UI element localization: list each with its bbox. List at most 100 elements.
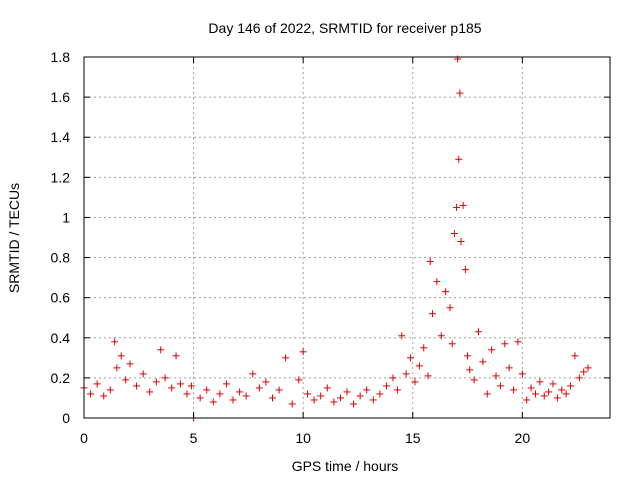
data-point bbox=[510, 386, 518, 394]
data-point bbox=[87, 390, 95, 398]
data-point bbox=[545, 388, 553, 396]
data-point bbox=[437, 332, 445, 340]
data-point bbox=[505, 364, 513, 372]
data-point bbox=[183, 390, 191, 398]
data-point bbox=[571, 352, 579, 360]
data-point bbox=[580, 368, 588, 376]
data-point bbox=[453, 203, 461, 211]
y-axis-label: SRMTID / TECUs bbox=[6, 183, 22, 293]
y-tick-label: 1.8 bbox=[51, 49, 71, 65]
data-point bbox=[466, 366, 474, 374]
data-point bbox=[426, 258, 434, 266]
data-point bbox=[575, 374, 583, 382]
data-point bbox=[262, 378, 270, 386]
data-point bbox=[523, 396, 531, 404]
data-point bbox=[376, 390, 384, 398]
data-point bbox=[275, 386, 283, 394]
data-point bbox=[255, 384, 263, 392]
data-point bbox=[448, 340, 456, 348]
data-point bbox=[455, 155, 463, 163]
data-point bbox=[176, 380, 184, 388]
data-point bbox=[111, 338, 119, 346]
data-point bbox=[172, 352, 180, 360]
data-point bbox=[249, 370, 257, 378]
data-point bbox=[168, 384, 176, 392]
data-point bbox=[461, 266, 469, 274]
data-point bbox=[330, 398, 338, 406]
data-point bbox=[117, 352, 125, 360]
data-point bbox=[93, 380, 101, 388]
data-point bbox=[536, 378, 544, 386]
data-point bbox=[549, 380, 557, 388]
grid-lines bbox=[84, 57, 610, 418]
data-point bbox=[106, 386, 114, 394]
data-point bbox=[456, 89, 464, 97]
data-point bbox=[317, 392, 325, 400]
x-tick-label: 10 bbox=[295, 430, 311, 446]
data-point bbox=[122, 376, 130, 384]
data-point bbox=[268, 394, 276, 402]
data-point bbox=[133, 382, 141, 390]
data-point bbox=[196, 394, 204, 402]
data-point bbox=[514, 338, 522, 346]
data-point bbox=[428, 310, 436, 318]
x-tick-labels: 0 5 10 15 20 bbox=[80, 430, 530, 446]
data-point bbox=[152, 378, 160, 386]
data-point bbox=[157, 346, 165, 354]
data-point bbox=[350, 400, 358, 408]
data-point bbox=[553, 394, 561, 402]
data-point bbox=[304, 390, 312, 398]
data-point bbox=[433, 278, 441, 286]
data-point bbox=[323, 384, 331, 392]
x-axis-label: GPS time / hours bbox=[292, 458, 399, 474]
data-point bbox=[558, 386, 566, 394]
y-tick-label: 1 bbox=[62, 209, 70, 225]
data-point bbox=[501, 340, 509, 348]
x-tick-label: 5 bbox=[190, 430, 198, 446]
data-point bbox=[424, 372, 432, 380]
data-point bbox=[310, 396, 318, 404]
data-point bbox=[492, 372, 500, 380]
data-point bbox=[203, 386, 211, 394]
data-point bbox=[470, 376, 478, 384]
data-point bbox=[402, 370, 410, 378]
data-point bbox=[146, 388, 154, 396]
data-point bbox=[236, 388, 244, 396]
data-point bbox=[393, 386, 401, 394]
data-point bbox=[407, 354, 415, 362]
data-point bbox=[479, 358, 487, 366]
data-point bbox=[216, 390, 224, 398]
data-point bbox=[222, 380, 230, 388]
data-point bbox=[531, 390, 539, 398]
y-tick-label: 1.6 bbox=[51, 89, 71, 105]
data-point bbox=[518, 370, 526, 378]
data-point bbox=[488, 346, 496, 354]
y-tick-label: 1.2 bbox=[51, 169, 71, 185]
data-point bbox=[382, 382, 390, 390]
y-tick-label: 0.8 bbox=[51, 250, 71, 266]
data-point bbox=[100, 392, 108, 400]
data-point bbox=[113, 364, 121, 372]
data-point bbox=[496, 382, 504, 390]
data-point bbox=[295, 376, 303, 384]
data-points bbox=[80, 55, 592, 422]
data-point bbox=[288, 400, 296, 408]
chart-title: Day 146 of 2022, SRMTID for receiver p18… bbox=[208, 20, 481, 36]
data-point bbox=[540, 392, 548, 400]
x-tick-label: 15 bbox=[405, 430, 421, 446]
data-point bbox=[464, 352, 472, 360]
data-point bbox=[139, 370, 147, 378]
data-point bbox=[450, 229, 458, 237]
data-point bbox=[457, 238, 465, 246]
data-point bbox=[209, 398, 217, 406]
data-point bbox=[299, 348, 307, 356]
data-point bbox=[415, 362, 423, 370]
data-point bbox=[411, 378, 419, 386]
data-point bbox=[343, 388, 351, 396]
y-tick-label: 0.6 bbox=[51, 290, 71, 306]
y-tick-label: 1.4 bbox=[51, 129, 71, 145]
data-point bbox=[446, 304, 454, 312]
x-tick-label: 20 bbox=[515, 430, 531, 446]
data-point bbox=[229, 396, 237, 404]
